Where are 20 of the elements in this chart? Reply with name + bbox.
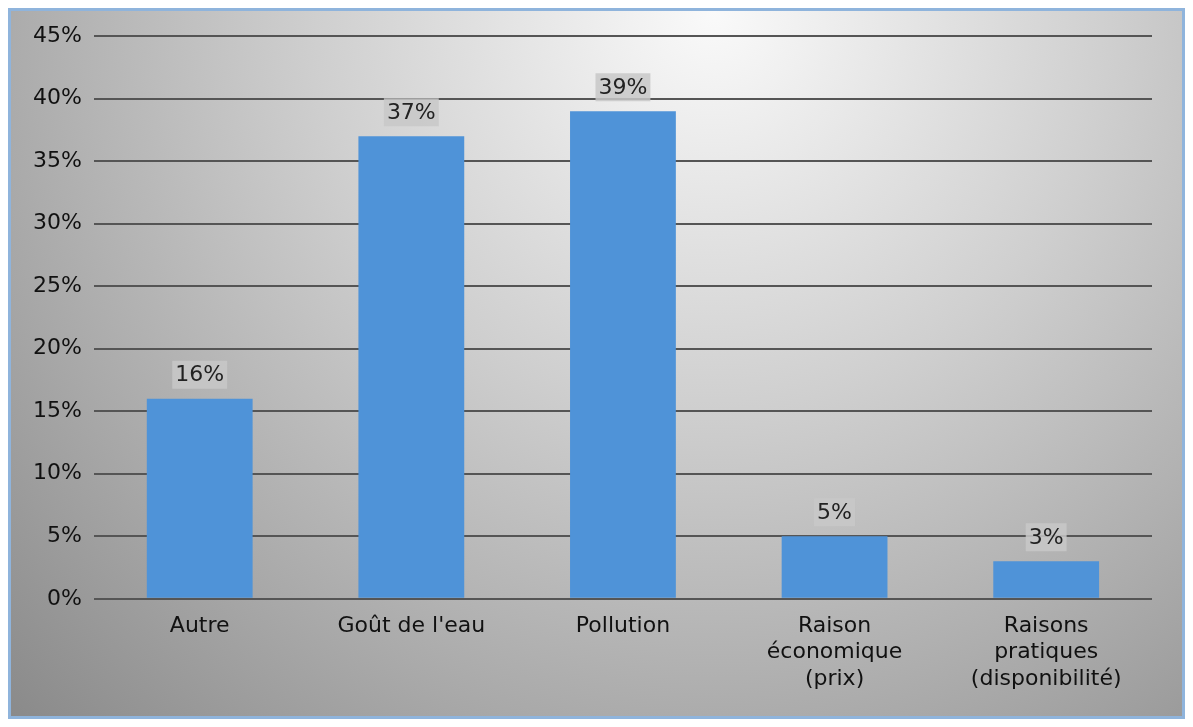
data-label: 39% (598, 73, 648, 99)
x-tick-label: Goût de l'eau (337, 611, 486, 637)
x-tick-label: Raisons pratiques (disponibilité) (970, 611, 1122, 690)
x-tick-label: Pollution (575, 611, 671, 637)
y-tick-label: 35% (32, 146, 82, 172)
y-tick-label: 45% (32, 21, 82, 47)
y-tick-label: 40% (32, 84, 82, 110)
y-tick-label: 0% (46, 584, 82, 610)
y-tick-label: 25% (32, 271, 82, 297)
data-label: 5% (817, 499, 853, 525)
y-tick-label: 10% (32, 459, 82, 485)
x-tick-label: Raison économique (prix) (766, 611, 903, 690)
data-label: 3% (1028, 524, 1064, 550)
data-label: 37% (386, 98, 436, 124)
x-tick-label: Autre (169, 611, 230, 637)
y-tick-label: 5% (46, 522, 82, 548)
data-label: 16% (175, 361, 225, 387)
y-tick-label: 30% (32, 209, 82, 235)
y-tick-label: 20% (32, 334, 82, 360)
y-tick-label: 15% (32, 396, 82, 422)
